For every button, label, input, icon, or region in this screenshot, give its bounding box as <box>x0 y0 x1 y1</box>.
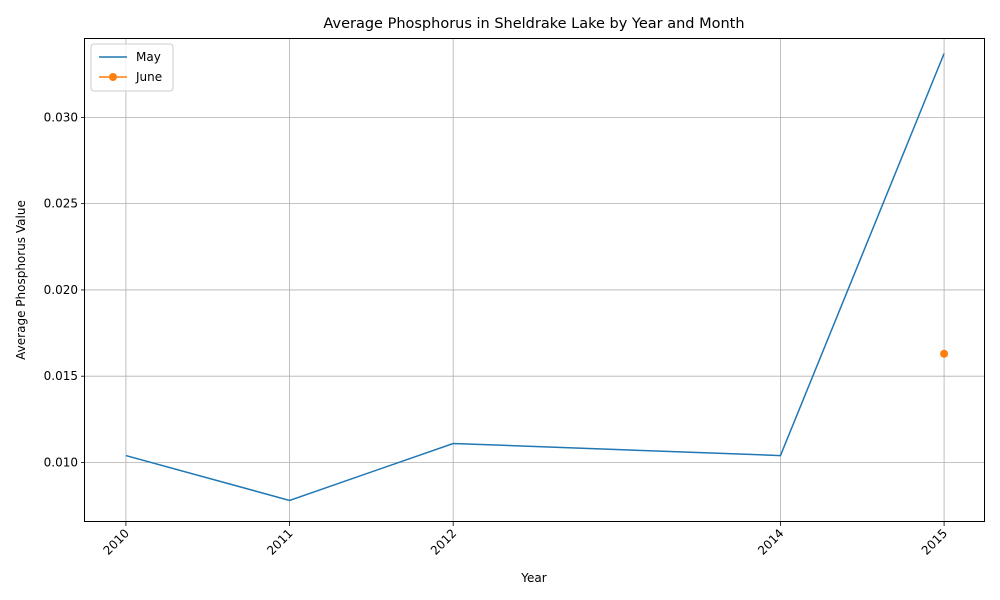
legend-marker <box>109 73 117 81</box>
y-axis-label: Average Phosphorus Value <box>14 200 28 360</box>
grid <box>85 38 985 522</box>
y-tick-label: 0.025 <box>44 197 78 211</box>
y-axis: 0.010 0.015 0.020 0.025 0.030 <box>44 110 85 469</box>
series-line-may <box>125 53 945 502</box>
plot-frame <box>84 38 985 522</box>
series-layer <box>125 53 949 502</box>
y-tick-label: 0.015 <box>44 369 78 383</box>
x-axis-label: Year <box>520 571 546 585</box>
y-tick-label: 0.010 <box>44 455 78 469</box>
y-tick-label: 0.020 <box>44 283 78 297</box>
y-tick-label: 0.030 <box>44 110 78 124</box>
legend: May June <box>90 43 174 92</box>
legend-label: May <box>136 50 161 64</box>
chart-title: Average Phosphorus in Sheldrake Lake by … <box>323 16 744 32</box>
legend-label: June <box>135 70 162 84</box>
data-point-june <box>940 349 949 358</box>
